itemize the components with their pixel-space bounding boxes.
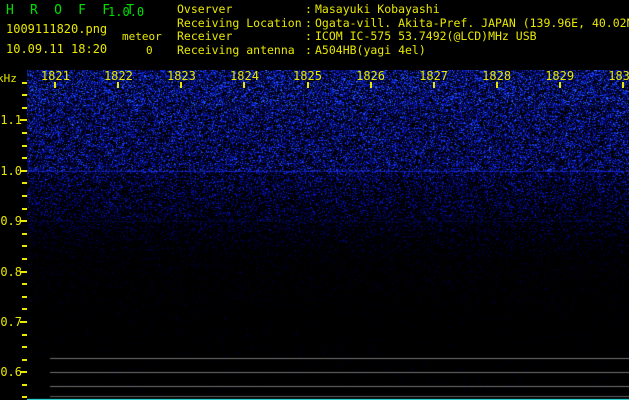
station-metadata: Ovserver: Masayuki Kobayashi Receiving Loc… (177, 2, 629, 58)
y-axis-minor-tick (22, 257, 27, 260)
x-axis-tick-label: 1826 (356, 70, 385, 83)
y-axis-tick (20, 320, 27, 323)
noise-raster (27, 70, 629, 400)
y-axis-minor-tick (22, 157, 27, 160)
y-axis-minor-tick (22, 358, 27, 361)
x-axis-tick (243, 82, 246, 88)
y-axis: kHz 1.1 1.0 0.9 0.8 0.7 0.6 (0, 70, 27, 400)
x-axis-tick-label: 1824 (230, 70, 259, 83)
y-axis-minor-tick (22, 308, 27, 311)
x-axis-tick (558, 82, 561, 88)
y-axis-minor-tick (22, 207, 27, 210)
metadata-value: A504HB(yagi 4el) (315, 42, 426, 57)
metadata-row: Receiver: ICOM IC-575 53.7492(@LCD)MHz US… (177, 29, 629, 44)
datetime-label: 10.09.11 18:20 (6, 42, 108, 56)
x-axis-tick (369, 82, 372, 88)
y-axis-minor-tick (22, 94, 27, 97)
y-axis-tick (20, 119, 27, 122)
metadata-key: Receiving Location (177, 15, 302, 30)
metadata-key: Receiver (177, 29, 233, 43)
y-axis-tick-label: 1.1 (0, 113, 22, 128)
y-axis-tick (20, 270, 27, 273)
y-axis-unit-label: kHz (0, 72, 17, 85)
y-axis-minor-tick (22, 333, 27, 336)
metadata-colon: : (305, 2, 312, 16)
event-type-label: meteor (122, 30, 162, 43)
x-axis-tick (117, 82, 120, 88)
metadata-value: ICOM IC-575 53.7492(@LCD)MHz USB (315, 29, 537, 43)
y-axis-minor-tick (22, 131, 27, 134)
y-axis-tick (20, 220, 27, 223)
y-axis-minor-tick (22, 194, 27, 197)
app-title: H R O F F T (6, 3, 139, 18)
x-axis-tick (621, 82, 624, 88)
y-axis-tick-label: 0.9 (0, 214, 22, 229)
metadata-row: Ovserver: Masayuki Kobayashi (177, 2, 629, 17)
y-axis-tick-label: 0.7 (0, 314, 22, 329)
y-axis-minor-tick (22, 283, 27, 286)
y-axis-minor-tick (22, 81, 27, 84)
metadata-colon: : (305, 29, 312, 43)
y-axis-minor-tick (22, 396, 27, 399)
y-axis-minor-tick (22, 295, 27, 298)
y-axis-tick-label: 0.8 (0, 264, 22, 279)
y-axis-minor-tick (22, 383, 27, 386)
metadata-row: Receiving antenna: A504HB(yagi 4el) (177, 42, 629, 58)
x-axis-tick-label: 1825 (293, 70, 322, 83)
metadata-key: Ovserver (177, 2, 233, 16)
x-axis-tick (432, 82, 435, 88)
x-axis-tick (306, 82, 309, 88)
app-version: 1.0.0 (108, 5, 145, 19)
x-axis-tick-label: 1830 (608, 70, 629, 83)
x-axis-tick-label: 1822 (103, 70, 133, 83)
y-axis-minor-tick (22, 232, 27, 235)
event-count-value: 0 (146, 44, 153, 57)
metadata-value: Masayuki Kobayashi (315, 2, 440, 16)
y-axis-tick (20, 169, 27, 172)
metadata-colon: : (305, 42, 312, 57)
y-axis-minor-tick (22, 106, 27, 109)
metadata-value: Ogata-vill. Akita-Pref. JAPAN (139.96E, … (315, 15, 629, 30)
x-axis-tick-label: 1827 (419, 70, 449, 83)
x-axis-tick-label: 1828 (482, 70, 512, 83)
metadata-key: Receiving antenna (177, 42, 295, 57)
x-axis-tick-label: 1821 (40, 70, 70, 83)
x-axis-tick (180, 82, 183, 88)
y-axis-tick-label: 0.6 (0, 365, 22, 380)
x-axis-tick-label: 1823 (166, 70, 196, 83)
header-panel: H R O F F T 1.0.0 1009111820.png 10.09.1… (0, 0, 629, 70)
y-axis-minor-tick (22, 182, 27, 185)
y-axis-minor-tick (22, 245, 27, 248)
x-axis-tick-label: 1829 (545, 70, 575, 83)
metadata-colon: : (305, 15, 312, 30)
y-axis-minor-tick (22, 346, 27, 349)
spectrogram-canvas: 1821 1822 1823 1824 1825 1826 1827 1828 1829 1830 (27, 70, 629, 400)
x-axis-tick (495, 82, 498, 88)
y-axis-tick-label: 1.0 (0, 163, 22, 178)
x-axis-tick (54, 82, 57, 88)
spectrogram-panel: kHz 1.1 1.0 0.9 0.8 0.7 0.6 1821 1822 1823 1824 1… (0, 70, 629, 400)
y-axis-minor-tick (22, 144, 27, 147)
y-axis-tick (20, 371, 27, 374)
metadata-row: Receiving Location: Ogata-vill. Akita-Pre… (177, 15, 629, 31)
filename-label: 1009111820.png (6, 22, 108, 36)
